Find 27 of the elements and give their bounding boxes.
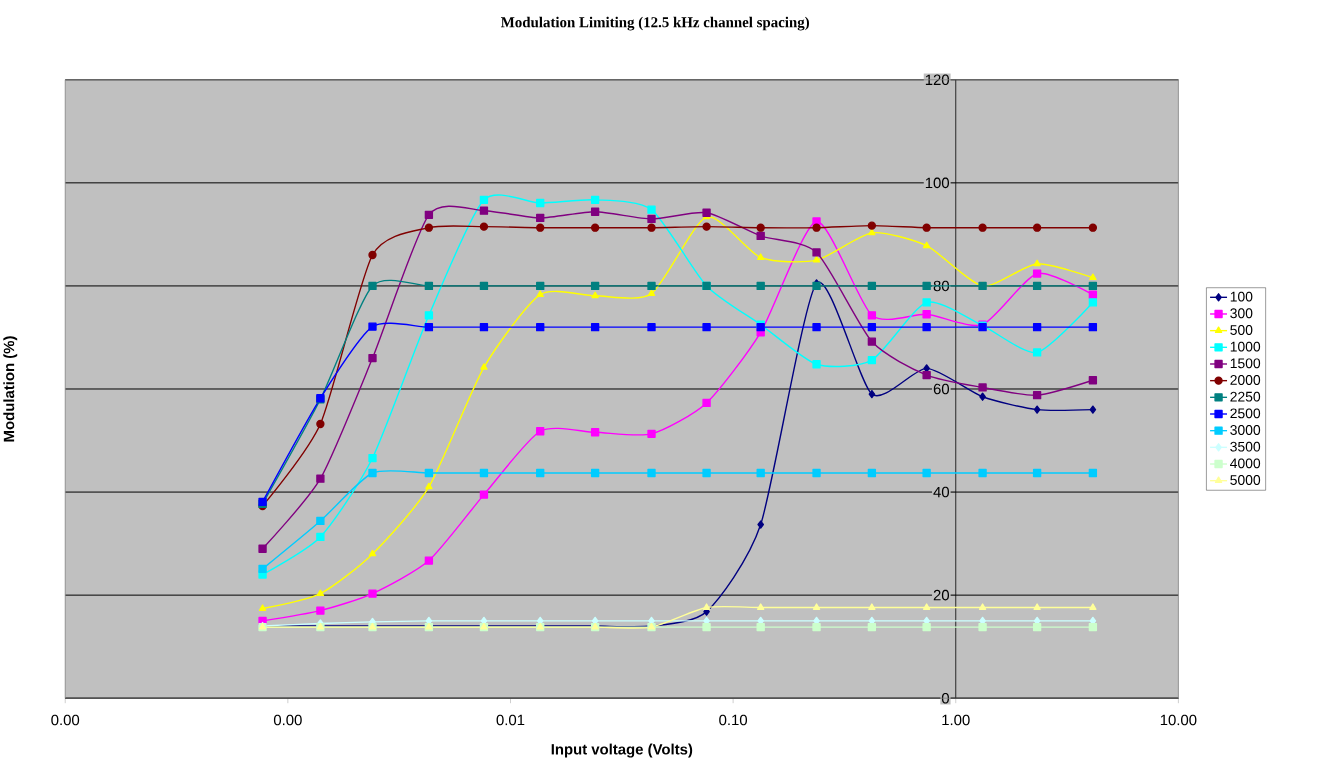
x-tick-label: 0.00: [51, 714, 80, 726]
x-tick-label: 0.01: [496, 714, 525, 726]
y-tick-label: 120: [925, 74, 950, 86]
x-tick-label: 10.00: [1160, 714, 1197, 726]
legend-label: 2500: [1230, 408, 1261, 419]
y-axis-title: Modulation (%): [3, 336, 18, 442]
y-tick-label: 60: [933, 383, 950, 395]
x-axis-title: Input voltage (Volts): [551, 743, 693, 758]
legend-label: 3000: [1230, 425, 1261, 435]
legend-label: 3500: [1230, 441, 1261, 452]
chart-title: Modulation Limiting (12.5 kHz channel spacing): [500, 16, 809, 31]
legend-label: 1000: [1230, 341, 1261, 352]
x-tick-label: 0.10: [719, 714, 748, 726]
x-tick-label: 1.00: [942, 714, 970, 726]
legend-label: 2250: [1230, 391, 1261, 402]
y-tick-label: 40: [933, 486, 950, 498]
legend-label: 4000: [1230, 458, 1261, 469]
legend-label: 500: [1230, 325, 1253, 335]
y-tick-label: 0: [941, 692, 950, 704]
y-tick-label: 100: [925, 177, 950, 189]
x-tick-label: 0.00: [273, 714, 302, 726]
legend-label: 1500: [1230, 358, 1261, 369]
legend-label: 2000: [1230, 375, 1261, 385]
legend-label: 100: [1230, 291, 1253, 302]
y-tick-label: 20: [933, 589, 950, 601]
legend-label: 5000: [1230, 475, 1261, 485]
legend-label: 300: [1230, 308, 1253, 319]
